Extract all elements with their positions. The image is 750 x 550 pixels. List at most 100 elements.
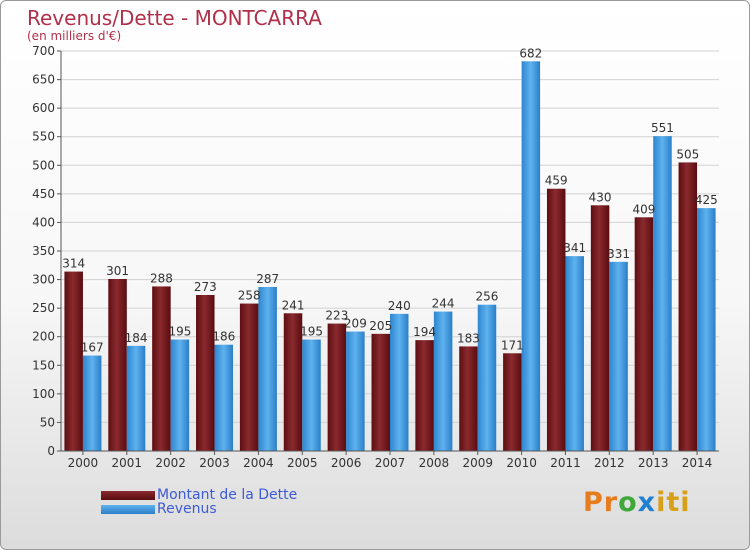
data-label-debt: 430 [589, 190, 612, 204]
data-label-debt: 223 [325, 309, 348, 323]
data-label-debt: 183 [457, 331, 480, 345]
axis-layer: 0 50 100 150 200 250 300 350 400 450 500 550 600 650 7… [32, 44, 719, 470]
bar-revenus [609, 261, 628, 451]
bar-revenus [170, 339, 190, 451]
data-label-revenus: 425 [695, 193, 718, 207]
bars-layer [64, 61, 716, 452]
bar-debt [546, 188, 566, 451]
data-label-debt: 301 [106, 264, 129, 278]
legend-label-revenus: Revenus [157, 501, 217, 517]
bar-revenus [390, 313, 409, 451]
y-tick-label: 500 [32, 158, 55, 172]
data-label-revenus: 195 [300, 325, 323, 339]
data-label-debt: 258 [238, 289, 261, 303]
bar-revenus [565, 256, 584, 451]
y-tick-label: 250 [32, 301, 55, 315]
data-label-debt: 194 [413, 325, 436, 339]
data-label-debt: 241 [282, 298, 305, 312]
x-tick-label: 2003 [199, 456, 230, 470]
data-label-debt: 314 [62, 257, 85, 271]
y-tick-label: 200 [32, 330, 55, 344]
bar-revenus [82, 355, 102, 451]
x-tick-label: 2002 [155, 456, 186, 470]
bar-revenus [477, 304, 497, 451]
bar-debt [634, 217, 654, 451]
y-tick-label: 600 [32, 101, 55, 115]
bar-revenus [302, 339, 321, 451]
bar-revenus [697, 208, 716, 451]
legend-item-revenus: Revenus [101, 501, 217, 517]
x-tick-label: 2009 [462, 456, 493, 470]
data-label-debt: 171 [501, 338, 524, 352]
data-label-revenus: 287 [256, 272, 279, 286]
x-tick-label: 2004 [243, 456, 274, 470]
x-tick-label: 2012 [594, 456, 625, 470]
bar-debt [64, 271, 83, 451]
bar-debt [459, 346, 478, 451]
y-tick-label: 650 [32, 73, 55, 87]
data-label-debt: 288 [150, 271, 173, 285]
y-tick-label: 0 [47, 444, 55, 458]
data-label-revenus: 184 [125, 331, 148, 345]
data-label-debt: 273 [194, 280, 217, 294]
y-tick-label: 550 [32, 130, 55, 144]
data-label-revenus: 244 [432, 297, 455, 311]
bar-debt [327, 323, 347, 451]
data-label-revenus: 341 [563, 241, 586, 255]
bar-debt [108, 279, 127, 451]
data-label-debt: 409 [632, 202, 655, 216]
data-label-debt: 459 [545, 174, 568, 188]
bar-debt [503, 353, 522, 451]
legend-label-debt: Montant de la Dette [157, 487, 298, 503]
bar-debt [283, 313, 303, 451]
bar-debt [152, 286, 171, 451]
chart-subtitle: (en milliers d'€) [27, 29, 122, 43]
bar-revenus [258, 287, 277, 451]
bar-revenus [433, 311, 453, 451]
x-tick-label: 2014 [682, 456, 713, 470]
data-label-debt: 205 [369, 319, 392, 333]
x-tick-label: 2008 [419, 456, 450, 470]
data-label-revenus: 209 [344, 317, 367, 331]
bar-debt [371, 333, 390, 451]
data-label-revenus: 331 [607, 247, 630, 261]
x-tick-label: 2013 [638, 456, 669, 470]
data-label-revenus: 551 [651, 121, 674, 135]
bar-debt [239, 303, 259, 451]
x-tick-label: 2000 [68, 456, 99, 470]
legend-item-debt: Montant de la Dette [101, 487, 297, 503]
data-label-revenus: 186 [212, 330, 235, 344]
data-label-revenus: 682 [519, 46, 542, 60]
x-tick-label: 2007 [375, 456, 406, 470]
bar-debt [415, 340, 434, 451]
x-tick-label: 2001 [112, 456, 143, 470]
y-tick-label: 300 [32, 273, 55, 287]
data-label-revenus: 167 [81, 341, 104, 355]
data-label-revenus: 195 [168, 325, 191, 339]
y-tick-label: 350 [32, 244, 55, 258]
value-labels-layer: 3141673011842881952731862582872411952232… [62, 46, 718, 354]
y-tick-label: 450 [32, 187, 55, 201]
bar-revenus [521, 61, 541, 452]
x-tick-label: 2006 [331, 456, 362, 470]
data-label-revenus: 240 [388, 299, 411, 313]
bar-revenus [346, 331, 365, 451]
x-tick-label: 2005 [287, 456, 318, 470]
x-tick-label: 2010 [506, 456, 537, 470]
bar-revenus [214, 344, 234, 451]
y-tick-label: 150 [32, 358, 55, 372]
data-label-revenus: 256 [476, 290, 499, 304]
proxiti-logo: Proxiti [583, 487, 691, 518]
bar-revenus [653, 136, 672, 451]
x-tick-label: 2011 [550, 456, 581, 470]
bar-revenus [126, 345, 146, 451]
y-tick-label: 50 [40, 415, 55, 429]
y-tick-label: 700 [32, 44, 55, 58]
y-tick-label: 400 [32, 215, 55, 229]
legend-swatch-debt [101, 490, 155, 500]
bar-debt [590, 205, 610, 451]
bar-debt [678, 162, 698, 451]
legend-swatch-revenus [101, 504, 155, 514]
